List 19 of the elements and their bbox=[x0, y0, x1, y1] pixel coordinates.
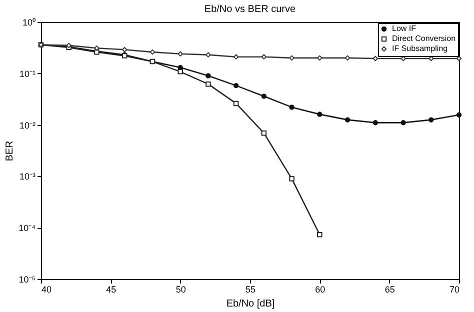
x-tick-label: 55 bbox=[245, 284, 256, 294]
x-axis-title: Eb/No [dB] bbox=[226, 298, 275, 310]
x-tick-label: 45 bbox=[106, 284, 116, 294]
legend-label: Direct Conversion bbox=[392, 34, 456, 43]
chart-title: Eb/No vs BER curve bbox=[204, 4, 296, 15]
y-tick-label: 10⁻¹ bbox=[19, 68, 36, 79]
y-axis-title: BER bbox=[4, 140, 16, 162]
x-tick-label: 50 bbox=[176, 284, 186, 294]
x-tick-label: 65 bbox=[384, 284, 395, 294]
x-tick-label: 60 bbox=[315, 284, 326, 294]
y-tick-label: 10⁰ bbox=[22, 18, 36, 28]
legend-label: IF Subsampling bbox=[392, 44, 448, 53]
legend-label: Low IF bbox=[392, 24, 416, 33]
y-tick-label: 10⁻⁵ bbox=[18, 274, 36, 284]
y-tick-label: 10⁻³ bbox=[19, 172, 36, 182]
y-tick-label: 10⁻⁴ bbox=[18, 223, 36, 234]
x-tick-label: 70 bbox=[449, 284, 460, 294]
x-tick-label: 40 bbox=[42, 284, 52, 294]
y-tick-label: 10⁻² bbox=[19, 120, 36, 130]
